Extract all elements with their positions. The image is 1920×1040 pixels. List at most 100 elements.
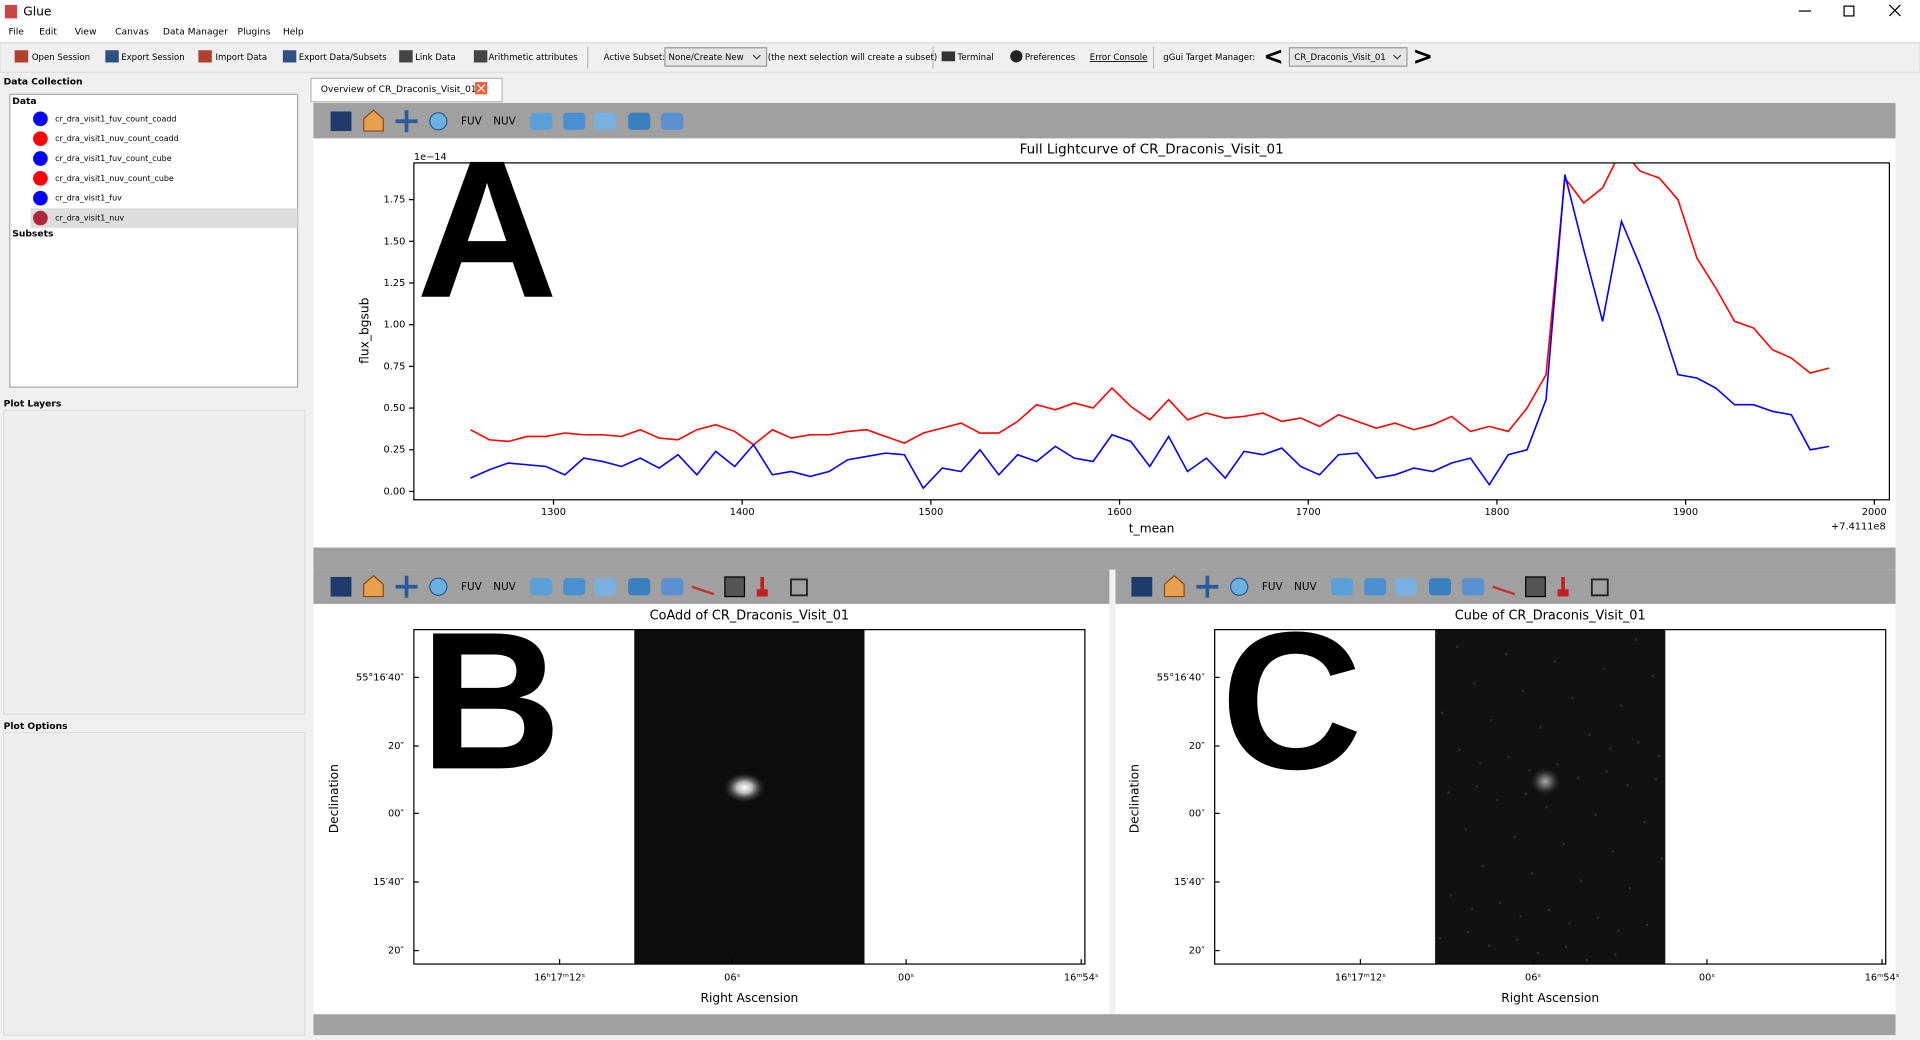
- toolbar-icon[interactable]: [473, 50, 488, 63]
- tool-icon[interactable]: [395, 575, 418, 598]
- menu-item[interactable]: Data Manager: [163, 26, 228, 37]
- toolbar-icon[interactable]: [941, 51, 956, 62]
- tool-label[interactable]: FUV: [461, 115, 483, 127]
- dataset-name[interactable]: cr_dra_visit1_fuv_count_coadd: [55, 114, 176, 123]
- tool-icon[interactable]: [530, 112, 553, 130]
- next-button[interactable]: >: [1413, 42, 1434, 71]
- menu-item[interactable]: Canvas: [115, 26, 149, 37]
- close[interactable]: [1888, 4, 1901, 17]
- dataset-color[interactable]: [33, 111, 48, 127]
- tool-icon[interactable]: [1557, 576, 1569, 597]
- tool-icon[interactable]: [628, 578, 651, 596]
- dataset-name[interactable]: cr_dra_visit1_fuv_count_cube: [55, 154, 172, 163]
- panel-title: Plot Layers: [4, 399, 62, 410]
- tab-close-x[interactable]: [477, 84, 486, 93]
- tool-icon[interactable]: [1590, 578, 1609, 597]
- dataset-name[interactable]: cr_dra_visit1_nuv_count_coadd: [55, 134, 179, 143]
- tool-icon[interactable]: [724, 576, 746, 598]
- tool-icon[interactable]: [1364, 578, 1387, 596]
- toolbar-button[interactable]: Error Console: [1090, 53, 1148, 63]
- restore[interactable]: [1843, 5, 1855, 17]
- toolbar-icon[interactable]: [282, 50, 297, 63]
- tool-icon[interactable]: [429, 112, 448, 131]
- tool-icon[interactable]: [790, 578, 808, 597]
- toolbar-button[interactable]: Terminal: [957, 53, 994, 63]
- combo-value[interactable]: None/Create New: [669, 53, 744, 63]
- combo-box[interactable]: [664, 47, 768, 67]
- tool-icon[interactable]: [330, 576, 352, 597]
- toolbar-icon[interactable]: [1010, 50, 1023, 63]
- tool-icon[interactable]: [756, 576, 768, 597]
- dataset-color[interactable]: [33, 210, 48, 226]
- source-glow: [1529, 766, 1562, 797]
- tab-label[interactable]: Overview of CR_Draconis_Visit_01: [321, 84, 477, 95]
- dataset-name[interactable]: cr_dra_visit1_fuv: [55, 194, 122, 203]
- combo-value[interactable]: CR_Draconis_Visit_01: [1294, 53, 1385, 63]
- menu-item[interactable]: Help: [283, 26, 304, 37]
- tool-label[interactable]: FUV: [461, 581, 483, 593]
- tool-icon[interactable]: [1462, 578, 1485, 596]
- tool-label[interactable]: FUV: [1262, 581, 1284, 593]
- tool-icon[interactable]: [363, 109, 384, 132]
- y-tick-label: 15′40″: [373, 877, 404, 888]
- toolbar-button[interactable]: Export Session: [121, 53, 184, 63]
- tool-icon[interactable]: [593, 112, 616, 130]
- toolbar-button[interactable]: Arithmetic attributes: [489, 53, 579, 63]
- toolbar-button[interactable]: Import Data: [216, 53, 268, 63]
- toolbar-icon[interactable]: [14, 50, 29, 63]
- menu-item[interactable]: File: [9, 26, 25, 37]
- tool-icon[interactable]: [661, 112, 684, 130]
- dataset-color[interactable]: [33, 171, 48, 186]
- menu-item[interactable]: View: [75, 26, 97, 37]
- combo-box[interactable]: [1288, 47, 1408, 67]
- tool-icon[interactable]: [1492, 585, 1516, 596]
- toolbar-icon[interactable]: [198, 50, 212, 63]
- dataset-name[interactable]: cr_dra_visit1_nuv: [55, 214, 124, 223]
- combo-arrow[interactable]: [1393, 54, 1402, 60]
- tool-icon[interactable]: [429, 577, 448, 596]
- noise-pixel: [1596, 916, 1600, 919]
- toolbar-button[interactable]: Link Data: [415, 53, 456, 63]
- tool-icon[interactable]: [563, 112, 586, 130]
- tool-icon[interactable]: [1394, 578, 1417, 596]
- toolbar-button[interactable]: Preferences: [1025, 53, 1076, 63]
- toolbar-icon[interactable]: [399, 50, 413, 63]
- tool-icon[interactable]: [1230, 577, 1249, 596]
- tool-icon[interactable]: [330, 111, 352, 132]
- tool-icon[interactable]: [1331, 578, 1354, 596]
- tool-icon[interactable]: [691, 585, 715, 596]
- noise-pixel: [1605, 770, 1608, 773]
- tool-icon[interactable]: [1196, 575, 1219, 598]
- noise-pixel: [1620, 704, 1623, 707]
- tool-label[interactable]: NUV: [493, 115, 516, 127]
- tool-label[interactable]: NUV: [1294, 581, 1317, 593]
- tool-icon[interactable]: [661, 578, 684, 596]
- y-tick-label: 55°16′40″: [1157, 672, 1205, 683]
- tool-icon[interactable]: [628, 112, 651, 130]
- tool-icon[interactable]: [1428, 578, 1452, 596]
- tool-icon[interactable]: [363, 574, 384, 598]
- dataset-color[interactable]: [33, 151, 48, 166]
- tool-icon[interactable]: [395, 110, 418, 133]
- tool-icon[interactable]: [1525, 576, 1546, 598]
- tool-icon[interactable]: [593, 578, 616, 596]
- noise-pixel: [1496, 798, 1499, 802]
- dataset-color[interactable]: [33, 131, 48, 147]
- tool-icon[interactable]: [530, 578, 553, 596]
- menu-item[interactable]: Edit: [39, 26, 57, 37]
- dataset-color[interactable]: [33, 190, 48, 206]
- tab[interactable]: [310, 77, 503, 103]
- tool-label[interactable]: NUV: [493, 581, 516, 593]
- toolbar-button[interactable]: Export Data/Subsets: [299, 53, 387, 63]
- tool-icon[interactable]: [563, 578, 586, 596]
- menu-item[interactable]: Plugins: [238, 26, 271, 37]
- combo-arrow[interactable]: [752, 54, 761, 60]
- toolbar-icon[interactable]: [105, 50, 119, 63]
- tool-icon[interactable]: [1131, 576, 1153, 597]
- tool-icon[interactable]: [1163, 574, 1185, 598]
- prev-button[interactable]: <: [1263, 42, 1284, 71]
- dataset-name[interactable]: cr_dra_visit1_nuv_count_cube: [55, 174, 174, 183]
- toolbar-button[interactable]: Open Session: [32, 53, 90, 63]
- x-tick-label: 06ˢ: [724, 973, 740, 984]
- noise-pixel: [1611, 850, 1614, 853]
